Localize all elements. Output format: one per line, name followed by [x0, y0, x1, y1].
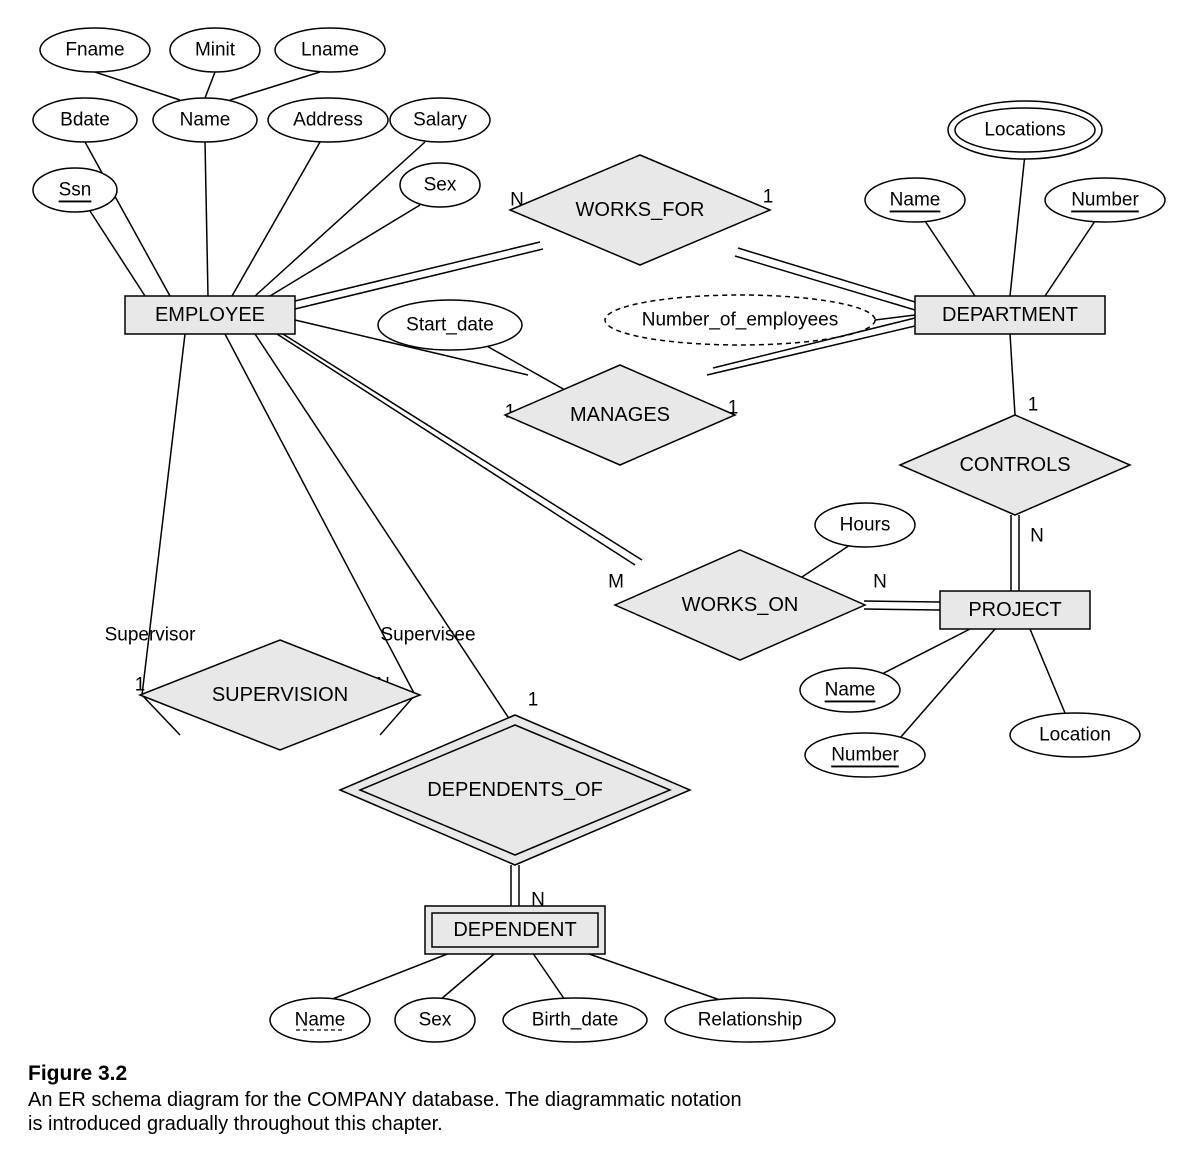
figure-caption-line1: An ER schema diagram for the COMPANY dat… [28, 1089, 742, 1111]
card-department-worksfor: 1 [763, 187, 774, 208]
svg-text:Name: Name [890, 190, 941, 211]
svg-text:Fname: Fname [65, 40, 124, 61]
svg-text:Name: Name [295, 1010, 346, 1031]
attr-dept-locations: Locations [948, 101, 1102, 159]
svg-text:Sex: Sex [419, 1010, 452, 1031]
figure-caption-line2: is introduced gradually throughout this … [28, 1113, 443, 1135]
svg-text:WORKS_FOR: WORKS_FOR [576, 199, 705, 221]
relationship-supervision: SUPERVISION [140, 640, 420, 750]
svg-text:Minit: Minit [195, 40, 236, 61]
relationship-manages: MANAGES [505, 365, 735, 465]
svg-text:Hours: Hours [840, 515, 891, 536]
svg-text:PROJECT: PROJECT [968, 599, 1061, 621]
role-supervisee: Supervisee [380, 625, 475, 646]
svg-text:Location: Location [1039, 725, 1111, 746]
svg-text:MANAGES: MANAGES [570, 404, 670, 426]
attr-emp-salary: Salary [390, 98, 490, 142]
card-employee-workson: M [608, 572, 624, 593]
attr-num-employees: Number_of_employees [605, 295, 875, 345]
attr-proj-name: Name [800, 668, 900, 712]
svg-text:Number: Number [831, 745, 899, 766]
entity-employee: EMPLOYEE [125, 296, 295, 334]
attr-proj-number: Number [805, 733, 925, 777]
svg-text:CONTROLS: CONTROLS [959, 454, 1070, 476]
attr-emp-minit: Minit [170, 28, 260, 72]
edge-project-controls: N [1011, 515, 1044, 591]
attr-emp-ssn: Ssn [33, 168, 117, 212]
attr-dept-number: Number [1045, 178, 1165, 222]
svg-text:Salary: Salary [413, 110, 467, 131]
attr-dep-birth: Birth_date [503, 998, 647, 1042]
card-employee-dependentsof: 1 [528, 690, 539, 711]
attr-dept-name: Name [865, 178, 965, 222]
svg-text:DEPENDENTS_OF: DEPENDENTS_OF [427, 779, 603, 801]
svg-text:Sex: Sex [424, 175, 457, 196]
relationship-controls: CONTROLS [900, 415, 1130, 515]
role-supervisor: Supervisor [105, 625, 196, 646]
edge-project-workson: N [864, 572, 940, 611]
svg-text:Relationship: Relationship [698, 1010, 803, 1031]
svg-text:Name: Name [180, 110, 231, 131]
svg-text:Name: Name [825, 680, 876, 701]
card-supervisor: 1 [135, 675, 146, 696]
attr-dep-rel: Relationship [665, 998, 835, 1042]
svg-text:DEPARTMENT: DEPARTMENT [942, 304, 1078, 326]
attr-start-date: Start_date [378, 300, 522, 350]
entity-dependent: DEPENDENT [425, 906, 605, 954]
relationship-dependents-of: DEPENDENTS_OF [340, 715, 690, 865]
svg-text:Locations: Locations [984, 120, 1065, 141]
figure-caption-title: Figure 3.2 [28, 1062, 127, 1085]
attr-dep-sex: Sex [395, 998, 475, 1042]
svg-text:Ssn: Ssn [59, 180, 92, 201]
attr-emp-lname: Lname [275, 28, 385, 72]
attr-emp-fname: Fname [40, 28, 150, 72]
attr-lines-dependent [330, 949, 720, 1000]
relationship-works-for: WORKS_FOR [510, 155, 770, 265]
edge-department-manages: 1 [707, 318, 915, 419]
card-project-workson: N [873, 572, 887, 593]
edge-supervisor: Supervisor 1 [105, 334, 196, 735]
svg-text:WORKS_ON: WORKS_ON [682, 594, 799, 616]
edge-employee-workson: M [277, 334, 642, 593]
attr-emp-bdate: Bdate [33, 98, 137, 142]
edge-department-controls: 1 [1010, 334, 1038, 416]
er-diagram: N 1 1 1 1 N M N Superv [20, 20, 1181, 1138]
svg-text:Number_of_employees: Number_of_employees [642, 310, 838, 331]
svg-text:EMPLOYEE: EMPLOYEE [155, 304, 265, 326]
attr-dep-name: Name [270, 998, 370, 1042]
relationship-works-on: WORKS_ON [615, 550, 865, 660]
svg-text:Lname: Lname [301, 40, 359, 61]
edge-dependent-dependentsof: N [511, 865, 545, 911]
attr-emp-name: Name [153, 98, 257, 142]
attr-emp-sex: Sex [400, 163, 480, 207]
entity-department: DEPARTMENT [915, 296, 1105, 334]
attr-proj-location: Location [1010, 713, 1140, 757]
svg-text:Bdate: Bdate [60, 110, 110, 131]
svg-text:SUPERVISION: SUPERVISION [212, 684, 348, 706]
edge-employee-worksfor: N [295, 190, 543, 310]
svg-text:Birth_date: Birth_date [532, 1010, 619, 1031]
svg-text:Start_date: Start_date [406, 315, 494, 336]
svg-text:DEPENDENT: DEPENDENT [453, 919, 576, 941]
svg-text:Address: Address [293, 110, 363, 131]
svg-text:Number: Number [1071, 190, 1139, 211]
card-project-controls: N [1030, 526, 1044, 547]
attr-emp-address: Address [268, 98, 388, 142]
card-department-controls: 1 [1028, 395, 1039, 416]
entity-project: PROJECT [940, 591, 1090, 629]
attr-hours: Hours [815, 503, 915, 547]
